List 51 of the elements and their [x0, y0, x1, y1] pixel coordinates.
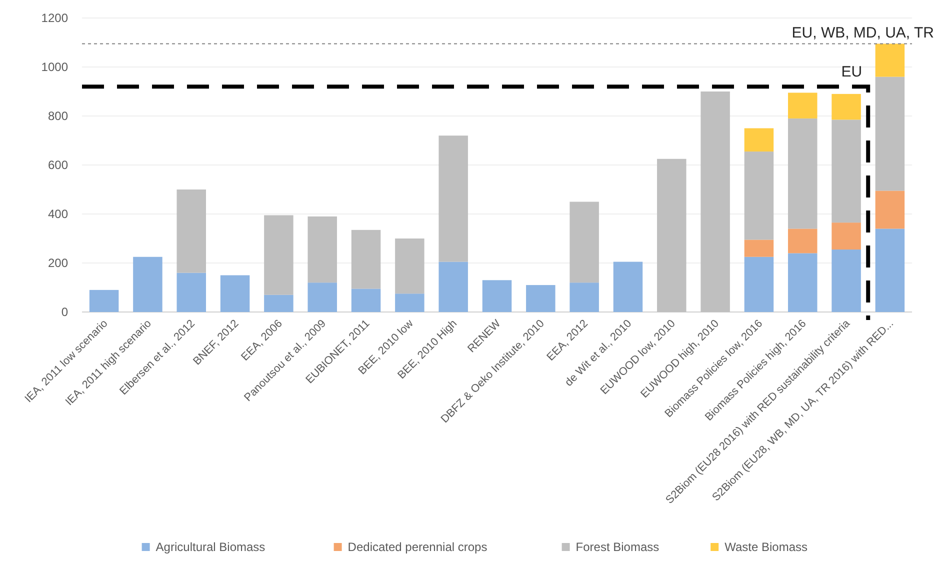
bar — [657, 158, 686, 312]
y-tick-label: 0 — [61, 305, 68, 320]
y-tick-label: 1200 — [41, 11, 68, 26]
bar — [744, 256, 774, 312]
bar — [832, 222, 861, 250]
bar — [395, 294, 424, 312]
bar — [264, 294, 294, 312]
bar — [832, 250, 861, 312]
bar — [570, 202, 599, 283]
bar — [832, 94, 861, 120]
bar — [613, 262, 643, 312]
bar — [788, 228, 818, 254]
legend-label: Waste Biomass — [724, 540, 808, 554]
y-tick-label: 600 — [48, 158, 68, 172]
bar — [308, 216, 337, 283]
bar — [133, 256, 162, 312]
bar — [438, 262, 468, 312]
bar — [875, 76, 905, 191]
bar — [220, 275, 250, 312]
legend-label: Dedicated perennial crops — [348, 540, 488, 554]
bar — [875, 228, 905, 312]
bar — [570, 282, 599, 312]
bar — [89, 290, 119, 312]
bar — [526, 285, 556, 312]
bar — [482, 280, 512, 312]
bar — [308, 282, 337, 312]
bar — [351, 230, 381, 289]
legend-label: Forest Biomass — [576, 540, 660, 554]
bar — [788, 118, 818, 229]
bar — [700, 92, 730, 312]
ref-line-label: EU, WB, MD, UA, TR — [792, 24, 934, 42]
bar — [744, 128, 774, 152]
bar — [875, 44, 905, 77]
bar — [744, 240, 774, 257]
bar — [176, 272, 206, 312]
y-tick-label: 800 — [48, 109, 68, 124]
y-tick-label: 400 — [48, 207, 68, 222]
bar — [438, 136, 468, 262]
bar — [788, 253, 818, 312]
y-tick-label: 200 — [48, 256, 68, 270]
legend-label: Agricultural Biomass — [156, 540, 266, 554]
bar — [832, 120, 861, 223]
bar — [788, 92, 818, 118]
bar — [395, 238, 424, 294]
bar — [176, 190, 206, 273]
bar — [351, 288, 381, 312]
bar — [744, 152, 774, 240]
bar — [264, 215, 294, 295]
ref-line-label: EU — [841, 64, 862, 81]
y-tick-label: 1000 — [41, 60, 68, 74]
bar — [875, 190, 905, 229]
